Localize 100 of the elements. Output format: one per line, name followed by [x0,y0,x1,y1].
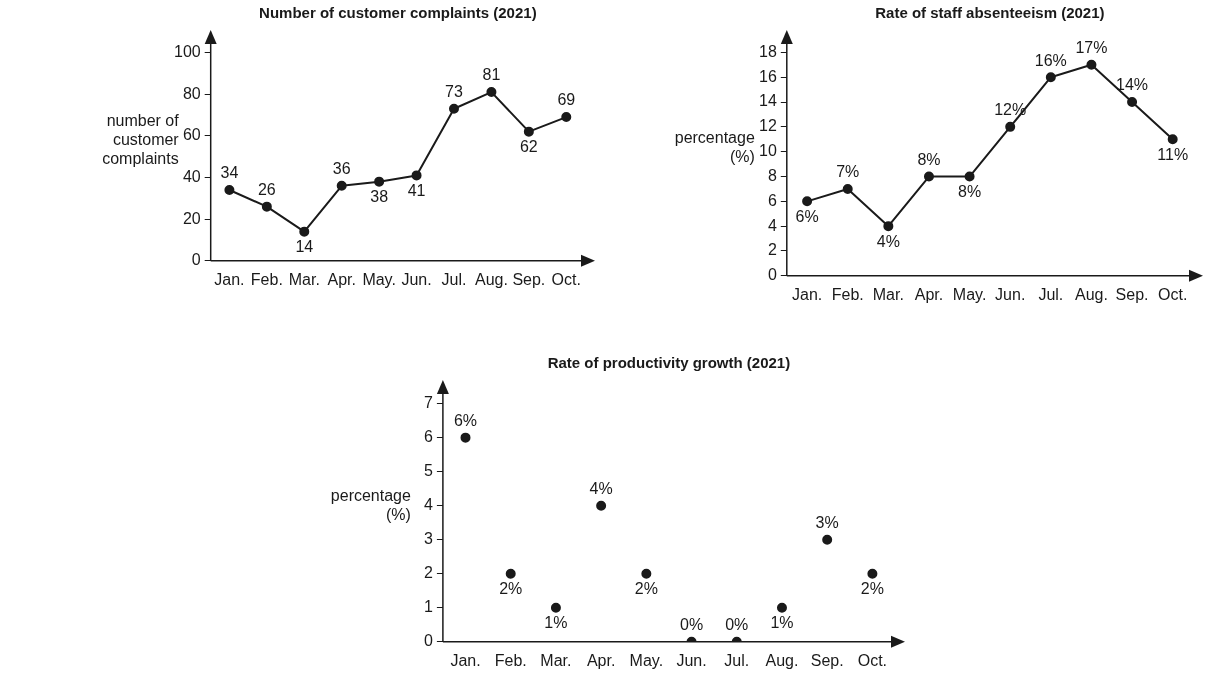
chart-title: Number of customer complaints (2021) [259,3,537,21]
point [867,568,878,579]
data-label: 6% [795,207,819,225]
x-tick-label: Oct. [1158,285,1188,303]
point [641,568,652,579]
point [411,170,422,181]
point [486,87,497,98]
chart-title: Rate of productivity growth (2021) [547,353,791,371]
y-tick-label: 100 [173,42,201,60]
data-label: 2% [634,580,658,598]
y-tick-label: 0 [767,266,777,284]
x-tick-label: Feb. [250,270,283,288]
data-label: 1% [770,614,794,632]
x-tick-label: Jul. [1038,285,1064,303]
x-tick-label: Apr. [327,270,356,288]
data-label: 7% [836,163,860,181]
chart-title: Rate of staff absenteeism (2021) [875,3,1105,21]
point [1045,72,1056,83]
data-label: 6% [453,412,478,430]
data-label: 16% [1034,51,1067,69]
x-tick-label: Jan. [450,651,481,669]
point [776,602,787,613]
y-tick-label: 5 [423,462,433,480]
point [460,432,471,443]
y-tick-label: 0 [423,632,433,650]
data-label: 73 [445,83,463,101]
x-tick-label: May. [629,651,664,669]
x-tick-label: Sep. [1115,285,1149,303]
data-label: 62 [519,138,538,156]
y-tick-label: 18 [759,42,777,60]
data-label: 69 [557,91,576,109]
point [596,500,607,511]
y-axis-title: percentage (%) [674,128,755,165]
y-tick-label: 8 [767,166,777,184]
point [448,103,459,114]
x-tick-label: Mar. [540,651,572,669]
x-tick-label: Feb. [831,285,864,303]
point [1167,134,1178,145]
point [822,534,833,545]
point [561,112,572,123]
data-label: 4% [876,232,900,250]
point [923,171,934,182]
point [883,221,894,232]
data-label: 38 [370,188,389,206]
point [505,568,516,579]
point [299,226,310,237]
x-tick-label: May. [952,285,987,303]
data-label: 36 [332,160,351,178]
point [261,201,272,212]
point [224,184,235,195]
data-label: 14% [1116,76,1149,94]
y-tick-label: 2 [423,564,433,582]
x-tick-label: Jan. [791,285,823,303]
point [1127,97,1138,108]
x-tick-label: Sep. [512,270,546,288]
y-axis-title: number of customer complaints [102,111,180,167]
point [1086,59,1097,70]
data-label: 4% [589,480,613,498]
x-tick-label: Oct. [857,651,888,669]
point [964,171,975,182]
data-label: 14 [295,238,314,256]
y-tick-label: 1 [423,598,433,616]
point [523,126,534,137]
x-tick-label: Feb. [494,651,527,669]
data-label: 41 [407,181,426,199]
y-tick-label: 40 [182,167,201,185]
data-label: 81 [482,66,501,84]
data-label: 0% [679,616,704,634]
data-label: 26 [257,181,276,199]
y-tick-label: 7 [423,394,433,412]
data-label: 3% [815,514,839,532]
x-tick-label: Oct. [551,270,581,288]
x-tick-label: Mar. [288,270,320,288]
x-tick-label: May. [362,270,396,288]
y-tick-label: 20 [182,209,201,227]
data-label: 34 [220,164,239,182]
y-tick-label: 12 [759,117,777,135]
y-tick-label: 10 [759,142,777,160]
x-tick-label: Apr. [914,285,944,303]
data-label: 8% [917,150,941,168]
point [802,196,813,207]
y-tick-label: 0 [191,251,201,269]
y-tick-label: 80 [182,84,201,102]
x-tick-label: Jul. [441,270,467,288]
y-tick-label: 60 [182,126,201,144]
data-label: 1% [544,614,568,632]
y-tick-label: 4 [423,496,433,514]
point [550,602,561,613]
data-label: 2% [860,580,884,598]
y-tick-label: 14 [759,92,777,110]
y-tick-label: 2 [767,241,777,259]
y-tick-label: 3 [423,530,433,548]
x-tick-label: Apr. [586,651,616,669]
data-label: 2% [499,580,523,598]
x-tick-label: Jun. [995,285,1026,303]
y-axis-title: percentage (%) [330,486,411,523]
x-tick-label: Mar. [872,285,904,303]
data-label: 11% [1157,145,1189,163]
point [336,180,347,191]
point [374,176,385,187]
